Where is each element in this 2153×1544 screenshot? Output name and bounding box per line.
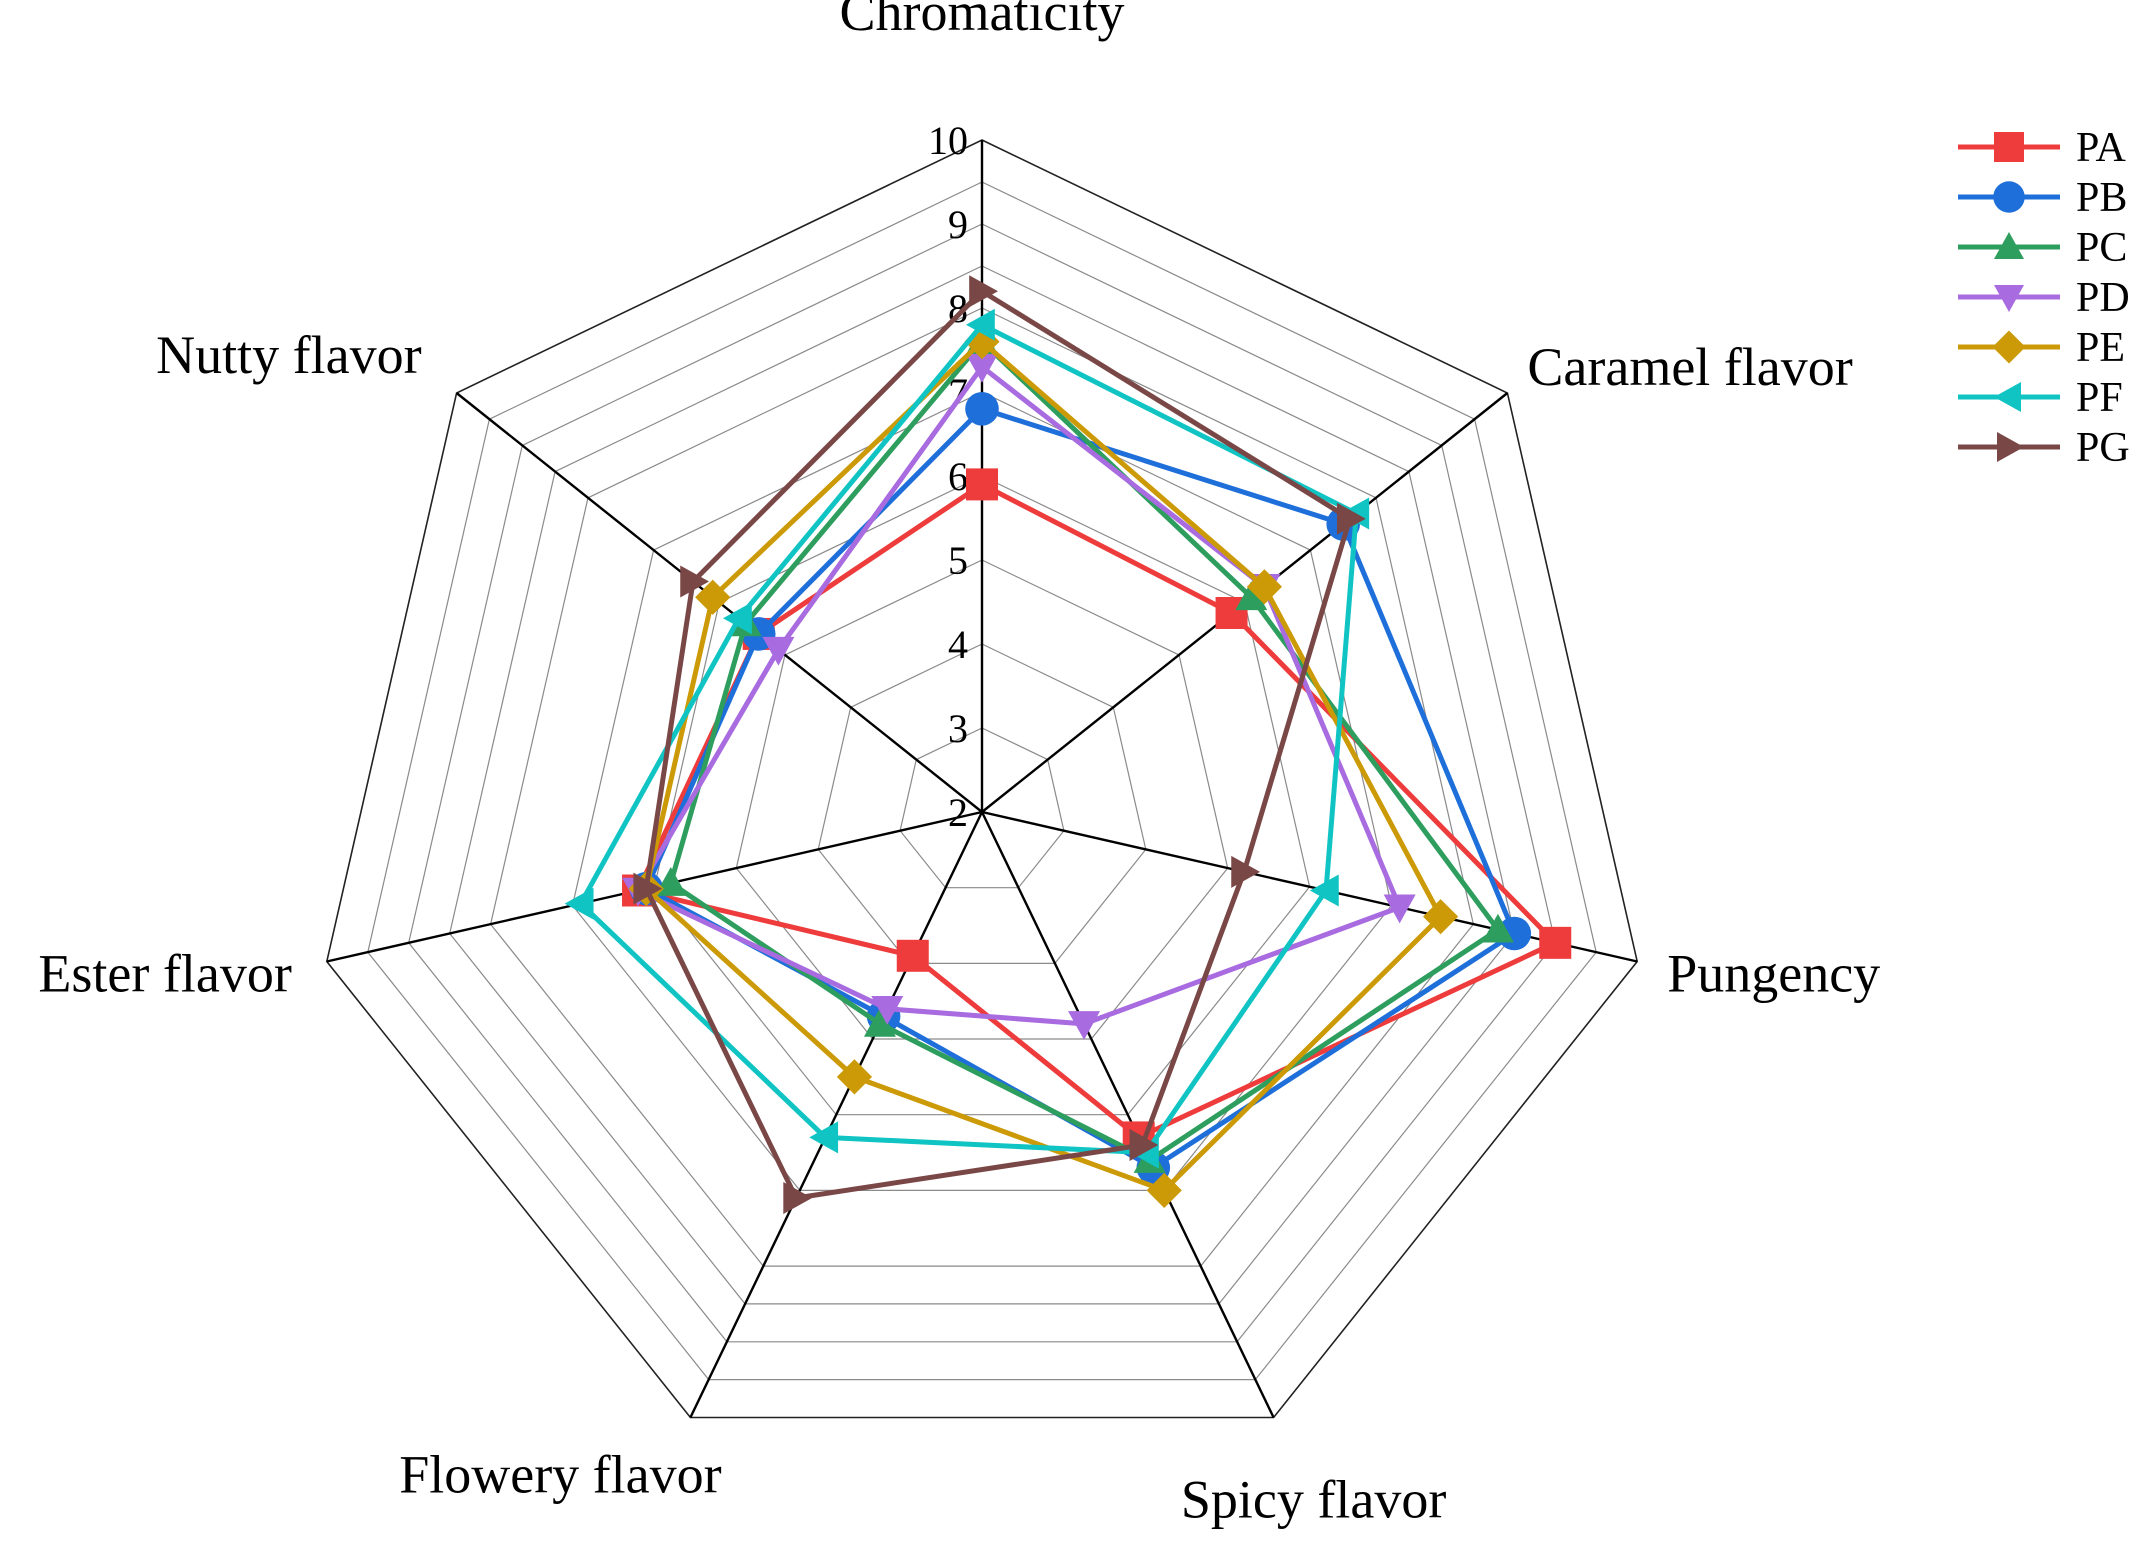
grid-ring bbox=[489, 307, 1475, 1267]
legend-entry: PC bbox=[1958, 225, 2127, 271]
tick-label: 5 bbox=[948, 538, 968, 583]
tick-label: 10 bbox=[928, 118, 968, 163]
legend-label: PE bbox=[2076, 325, 2125, 371]
data-point bbox=[633, 872, 663, 905]
axis-label: Chromaticity bbox=[840, 0, 1125, 42]
tick-label: 2 bbox=[948, 790, 968, 835]
series-line bbox=[643, 406, 1517, 1171]
radar-grid bbox=[325, 139, 1639, 1419]
radar-axis-labels: Chromaticity Caramel flavor Pungency Spicy … bbox=[38, 0, 1880, 1530]
data-point bbox=[1235, 581, 1268, 611]
data-point bbox=[871, 995, 904, 1025]
data-point bbox=[969, 275, 998, 308]
axis-label: Nutty flavor bbox=[156, 325, 421, 385]
data-point bbox=[1336, 502, 1366, 535]
data-point bbox=[1309, 874, 1339, 907]
legend-entry: PF bbox=[1958, 375, 2123, 421]
axis-label: Flowery flavor bbox=[399, 1445, 721, 1505]
data-point bbox=[966, 468, 998, 501]
data-point bbox=[809, 1121, 839, 1154]
axis-label: Caramel flavor bbox=[1527, 337, 1852, 397]
legend-label: PG bbox=[2076, 425, 2130, 471]
grid-ring bbox=[653, 475, 1311, 1116]
data-point bbox=[896, 939, 929, 972]
grid-ring bbox=[735, 559, 1229, 1040]
legend-marker bbox=[1997, 432, 2024, 462]
legend-marker bbox=[1993, 181, 2025, 213]
legend-label: PB bbox=[2076, 175, 2127, 221]
data-point bbox=[1129, 1128, 1159, 1161]
data-point bbox=[1539, 926, 1572, 959]
legend-entry: PB bbox=[1958, 175, 2127, 221]
data-point bbox=[680, 565, 710, 598]
legend-label: PA bbox=[2076, 125, 2127, 171]
legend-label: PC bbox=[2076, 225, 2127, 271]
data-point bbox=[836, 1059, 873, 1095]
grid-ring bbox=[325, 139, 1639, 1419]
data-point bbox=[964, 324, 1000, 360]
legend-entry: PG bbox=[1958, 425, 2130, 471]
series-line bbox=[578, 322, 1359, 1156]
data-point bbox=[965, 392, 999, 426]
axis-spoke bbox=[980, 811, 1275, 1419]
legend-marker bbox=[1994, 382, 2021, 412]
legend-marker bbox=[1992, 330, 2026, 364]
legend-label: PD bbox=[2076, 275, 2130, 321]
axis-spoke bbox=[689, 811, 984, 1419]
axis-label: Ester flavor bbox=[38, 944, 291, 1004]
axis-label: Spicy flavor bbox=[1181, 1470, 1446, 1530]
data-point bbox=[783, 1181, 813, 1214]
legend-label: PF bbox=[2076, 375, 2123, 421]
grid-ring bbox=[449, 265, 1515, 1305]
data-point bbox=[564, 887, 594, 920]
tick-label: 3 bbox=[948, 706, 968, 751]
data-point bbox=[1481, 913, 1514, 943]
series-pc bbox=[654, 325, 1514, 1173]
grid-ring bbox=[899, 727, 1065, 889]
data-point bbox=[966, 354, 998, 383]
grid-ring bbox=[408, 223, 1556, 1343]
series-line bbox=[643, 288, 1353, 1201]
series-line bbox=[635, 364, 1403, 1027]
data-point bbox=[1246, 569, 1282, 605]
data-point bbox=[1231, 855, 1261, 888]
data-point bbox=[863, 1007, 896, 1037]
data-point bbox=[1068, 1011, 1101, 1040]
data-point bbox=[695, 579, 731, 615]
legend-marker bbox=[1994, 132, 2024, 162]
legend-entry: PD bbox=[1958, 275, 2130, 321]
legend-entry: PE bbox=[1958, 325, 2125, 371]
data-point bbox=[966, 308, 995, 341]
data-point bbox=[1146, 1172, 1182, 1209]
data-point bbox=[723, 602, 752, 635]
grid-ring bbox=[367, 181, 1597, 1381]
data-point bbox=[1423, 899, 1459, 935]
tick-label: 4 bbox=[948, 622, 968, 667]
tick-label: 9 bbox=[948, 202, 968, 247]
series-pg bbox=[633, 275, 1366, 1214]
series-pe bbox=[628, 324, 1459, 1209]
grid-ring bbox=[817, 643, 1147, 965]
series-line bbox=[643, 339, 1444, 1193]
tick-label: 6 bbox=[948, 454, 968, 499]
radar-series bbox=[564, 275, 1572, 1214]
data-point bbox=[762, 636, 795, 666]
legend-marker bbox=[1994, 232, 2024, 259]
series-pd bbox=[622, 354, 1416, 1040]
axis-label: Pungency bbox=[1667, 944, 1880, 1004]
legend-entry: PA bbox=[1958, 125, 2127, 171]
legend-marker bbox=[1994, 285, 2024, 312]
data-point bbox=[1383, 894, 1416, 924]
